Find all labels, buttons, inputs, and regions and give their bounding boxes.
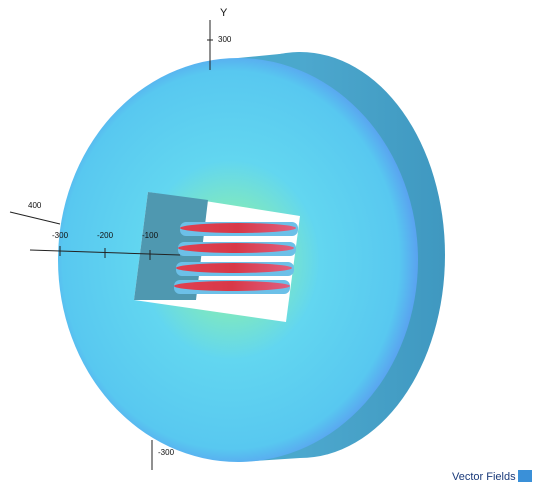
coil-top xyxy=(174,281,290,291)
tick-label: -300 xyxy=(158,448,175,457)
logo-icon xyxy=(518,470,532,482)
coil-top xyxy=(178,243,294,253)
tick-label: -300 xyxy=(52,231,69,240)
tick-label: -100 xyxy=(142,231,159,240)
tick-label: -200 xyxy=(97,231,114,240)
coil-top xyxy=(180,223,296,233)
tick-label: 300 xyxy=(218,35,232,44)
viewport: Y 300 400 -300 -200 -100 -300 Vector Fie… xyxy=(0,0,535,489)
z-axis xyxy=(10,212,60,224)
logo-text: Vector Fields xyxy=(452,471,516,483)
axis-label: Y xyxy=(220,7,228,19)
coil-top xyxy=(176,263,292,273)
tick-label: 400 xyxy=(28,201,42,210)
magnet xyxy=(58,52,445,462)
